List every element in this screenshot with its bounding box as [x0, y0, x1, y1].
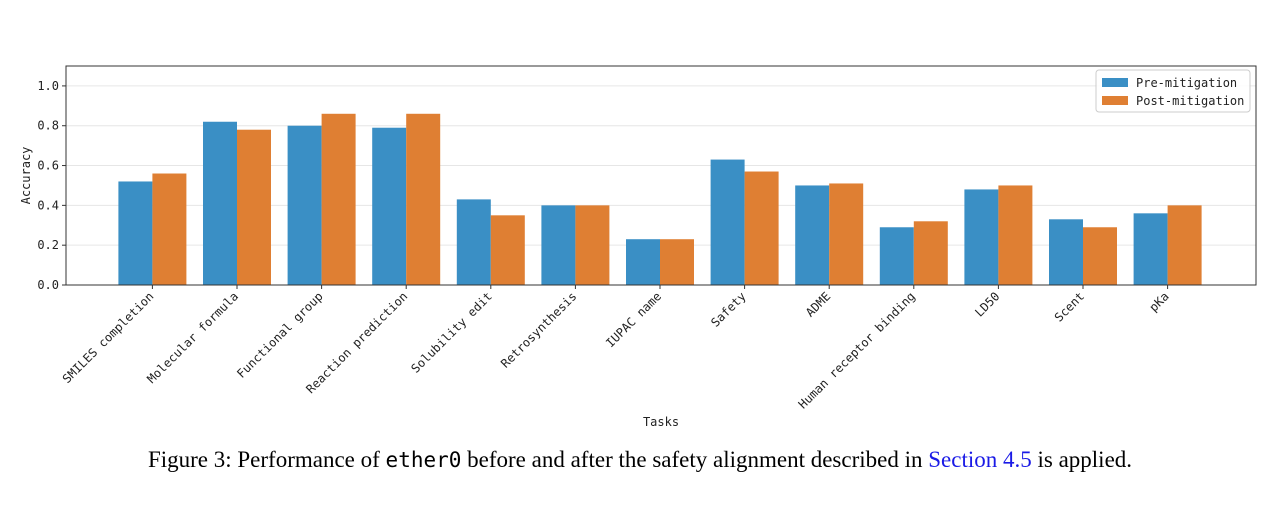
y-tick-label: 0.8: [37, 119, 59, 133]
y-axis-ticks: 0.0 0.2 0.4 0.6 0.8 1.0: [37, 79, 66, 292]
bar-pre-mitigation: [1133, 213, 1168, 285]
y-tick-label: 1.0: [37, 79, 59, 93]
bar-post-mitigation: [998, 185, 1033, 285]
bar-post-mitigation: [152, 173, 187, 285]
plot-frame: [65, 65, 1257, 286]
legend: Pre-mitigation Post-mitigation: [1095, 69, 1251, 113]
legend-label: Post-mitigation: [1136, 94, 1244, 108]
bar-post-mitigation: [237, 129, 271, 285]
bar-post-mitigation: [575, 205, 610, 285]
legend-label: Pre-mitigation: [1136, 76, 1237, 90]
bar-pre-mitigation: [118, 181, 153, 285]
bar-pre-mitigation: [795, 185, 830, 285]
x-tick-label: SMILES completion: [60, 289, 157, 386]
caption-code: ether0: [385, 448, 462, 472]
figure-caption: Figure 3: Performance of ether0 before a…: [0, 447, 1280, 473]
bar-pre-mitigation: [879, 227, 914, 285]
bar-pre-mitigation: [1049, 219, 1083, 285]
x-tick-label: Scent: [1052, 289, 1087, 324]
legend-swatch: [1102, 78, 1128, 87]
bar-post-mitigation: [1083, 227, 1117, 285]
legend-box: [1095, 69, 1251, 113]
bars: [118, 113, 1202, 286]
x-tick-label: ADME: [803, 289, 833, 319]
bar-pre-mitigation: [626, 239, 660, 285]
legend-swatch: [1102, 96, 1128, 105]
caption-middle: before and after the safety alignment de…: [461, 447, 929, 472]
x-tick-label: pKa: [1146, 289, 1171, 314]
x-tick-label: Solubility edit: [408, 289, 495, 376]
bar-pre-mitigation: [203, 121, 237, 285]
y-tick-label: 0.6: [37, 159, 59, 173]
bar-post-mitigation: [744, 171, 779, 285]
y-axis-label: Accuracy: [19, 147, 33, 205]
caption-suffix: is applied.: [1031, 447, 1133, 472]
section-link[interactable]: Section 4.5: [928, 447, 1032, 472]
x-tick-label: IUPAC name: [603, 289, 664, 350]
caption-prefix: Figure 3: Performance of: [147, 447, 386, 472]
bar-pre-mitigation: [372, 127, 407, 285]
x-tick-label: Functional group: [234, 289, 326, 381]
bar-pre-mitigation: [287, 125, 322, 286]
x-axis-label: Tasks: [643, 415, 679, 429]
x-tick-label: Safety: [708, 289, 749, 330]
x-tick-label: Molecular formula: [144, 289, 241, 386]
bar-pre-mitigation: [456, 199, 491, 285]
x-tick-label: Retrosynthesis: [498, 289, 579, 370]
bar-chart: 0.0 0.2 0.4 0.6 0.8 1.0 SMILES completionMole…: [19, 65, 1257, 429]
bar-post-mitigation: [660, 239, 694, 285]
bar-pre-mitigation: [710, 159, 745, 285]
bar-pre-mitigation: [541, 205, 576, 285]
bar-post-mitigation: [913, 221, 948, 285]
bar-post-mitigation: [321, 113, 356, 285]
bar-pre-mitigation: [964, 189, 999, 285]
bar-post-mitigation: [1167, 205, 1202, 285]
y-tick-label: 0.2: [37, 238, 59, 252]
y-tick-label: 0.4: [37, 198, 59, 212]
bar-post-mitigation: [829, 183, 864, 285]
bar-post-mitigation: [406, 113, 441, 285]
bar-post-mitigation: [490, 215, 525, 285]
x-tick-label: LD50: [972, 289, 1002, 319]
y-tick-label: 0.0: [37, 278, 59, 292]
